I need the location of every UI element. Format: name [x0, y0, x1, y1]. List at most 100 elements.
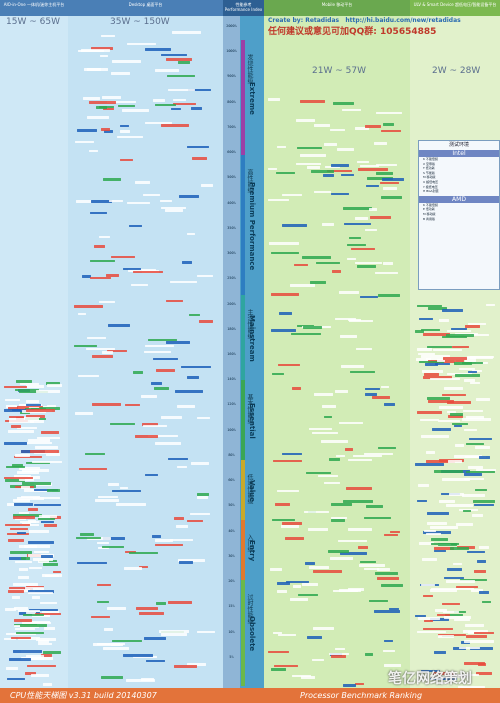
cpu-entry-mark	[13, 499, 31, 502]
cpu-entry-mark	[453, 362, 473, 365]
cpu-entry-mark	[168, 88, 196, 92]
cpu-entry-mark	[464, 428, 477, 432]
cpu-entry-mark	[97, 583, 112, 587]
cpu-entry-mark	[379, 181, 399, 184]
cpu-entry-mark	[78, 312, 87, 316]
cpu-entry-mark	[132, 655, 158, 659]
cpu-entry-mark	[100, 54, 109, 58]
cpu-entry-mark	[445, 334, 474, 337]
cpu-entry-mark	[44, 574, 59, 578]
cpu-entry-mark	[309, 281, 327, 284]
cpu-entry-mark	[435, 609, 447, 612]
tier-label-cn: 主流性能级	[246, 309, 253, 339]
cpu-entry-mark	[98, 546, 109, 550]
cpu-entry-mark	[4, 479, 26, 482]
cpu-entry-mark	[271, 293, 300, 296]
tier-label-en: Mainstream	[248, 315, 256, 362]
cpu-entry-mark	[9, 420, 34, 424]
cpu-entry-mark	[316, 261, 340, 265]
cpu-entry-mark	[170, 280, 198, 284]
tier-label-cn: 基本性能级	[246, 394, 253, 424]
cpu-entry-mark	[126, 42, 157, 46]
tier-label-cn: 低端性能级	[246, 474, 253, 504]
cpu-entry-mark	[28, 591, 54, 595]
cpu-entry-mark	[448, 415, 463, 418]
cpu-entry-mark	[27, 508, 38, 511]
cpu-entry-mark	[302, 326, 322, 329]
cpu-entry-mark	[19, 467, 41, 470]
cpu-entry-mark	[144, 344, 175, 348]
cpu-entry-mark	[86, 68, 101, 71]
cpu-entry-mark	[74, 305, 103, 308]
ulv-header: ULV & Smart Device 超低电压/智能设备平台	[410, 0, 500, 16]
performance-tick: 300%	[227, 251, 236, 256]
cpu-entry-mark	[176, 405, 196, 408]
cpu-entry-mark	[75, 536, 102, 540]
cpu-entry-mark	[186, 519, 203, 523]
cpu-entry-mark	[437, 543, 458, 546]
cpu-entry-mark	[277, 590, 288, 593]
cpu-entry-mark	[268, 98, 281, 101]
cpu-entry-mark	[23, 613, 44, 617]
cpu-entry-mark	[348, 236, 361, 240]
cpu-entry-mark	[46, 489, 60, 492]
desktop-column	[68, 0, 223, 688]
cpu-entry-mark	[423, 619, 434, 623]
performance-tick: 200%	[227, 301, 236, 306]
cpu-entry-mark	[375, 163, 398, 167]
cpu-entry-mark	[26, 441, 52, 445]
cpu-entry-mark	[121, 109, 150, 112]
tier-label-cn: 过时性能级	[246, 594, 253, 624]
cpu-entry-mark	[14, 475, 31, 478]
cpu-entry-mark	[13, 516, 35, 519]
performance-tick: 400%	[227, 200, 236, 205]
cpu-entry-mark	[5, 398, 21, 402]
cpu-entry-mark	[26, 385, 44, 388]
cpu-entry-mark	[455, 523, 474, 526]
cpu-entry-mark	[40, 555, 53, 558]
performance-column	[223, 0, 240, 688]
cpu-entry-mark	[28, 530, 50, 533]
cpu-entry-mark	[171, 107, 181, 111]
performance-tick: 120%	[227, 402, 236, 407]
cpu-entry-mark	[107, 349, 127, 353]
cpu-entry-mark	[93, 643, 120, 646]
cpu-entry-mark	[98, 300, 116, 304]
cpu-entry-mark	[17, 609, 41, 613]
cpu-entry-mark	[344, 448, 353, 451]
desktop-wattage: 35W ~ 150W	[110, 17, 170, 27]
tier-label-en: Premium Performance	[248, 181, 256, 271]
cpu-entry-mark	[196, 274, 213, 278]
cpu-entry-mark	[100, 34, 116, 38]
cpu-entry-mark	[25, 403, 42, 407]
cpu-entry-mark	[4, 476, 33, 480]
cpu-entry-mark	[333, 102, 354, 105]
cpu-entry-mark	[339, 335, 357, 338]
cpu-entry-mark	[120, 124, 129, 128]
cpu-entry-mark	[438, 419, 460, 423]
cpu-entry-mark	[340, 365, 364, 368]
cpu-entry-mark	[74, 344, 97, 348]
cpu-entry-mark	[446, 580, 475, 583]
cpu-entry-mark	[298, 593, 319, 597]
cpu-entry-mark	[368, 599, 388, 603]
tier-label-en: Entry	[248, 540, 256, 562]
cpu-entry-mark	[106, 100, 137, 104]
cpu-entry-mark	[22, 621, 51, 625]
cpu-entry-mark	[448, 493, 464, 496]
promo-url[interactable]: http://hi.baidu.com/new/retadidas	[345, 17, 461, 24]
cpu-entry-mark	[32, 460, 62, 464]
cpu-entry-mark	[118, 104, 136, 108]
cpu-entry-mark	[282, 224, 307, 227]
cpu-entry-mark	[92, 355, 114, 358]
cpu-entry-mark	[420, 328, 440, 332]
cpu-entry-mark	[416, 304, 443, 308]
cpu-entry-mark	[38, 640, 50, 643]
performance-tick: 900%	[227, 74, 236, 79]
cpu-entry-mark	[416, 358, 432, 361]
cpu-entry-mark	[124, 403, 141, 407]
cpu-entry-mark	[14, 607, 29, 610]
cpu-entry-mark	[446, 504, 473, 507]
cpu-entry-mark	[312, 570, 343, 573]
cpu-entry-mark	[128, 224, 143, 228]
